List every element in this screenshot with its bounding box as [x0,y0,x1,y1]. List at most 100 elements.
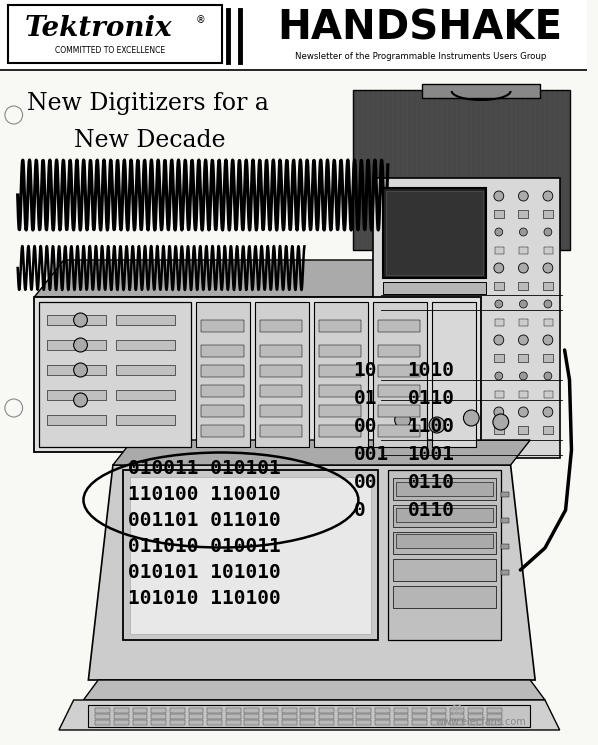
Polygon shape [89,465,535,680]
Text: 101010 110100: 101010 110100 [127,589,280,607]
Bar [319,720,334,725]
Circle shape [5,106,23,124]
Bar [468,708,483,713]
Bar [393,478,496,500]
Circle shape [494,263,504,273]
Text: 0: 0 [353,501,365,519]
Polygon shape [113,440,530,465]
Bar [245,720,259,725]
Bar [373,302,427,447]
Bar [260,385,303,397]
Bar [431,708,446,713]
Bar [393,559,496,581]
Bar [338,708,352,713]
Bar [494,426,504,434]
Bar [300,720,315,725]
Text: COMMITTED TO EXCELLENCE: COMMITTED TO EXCELLENCE [55,45,165,54]
Bar [116,315,175,325]
Bar [487,714,502,719]
Bar [450,708,465,713]
Bar [393,714,408,719]
Bar [543,354,553,362]
Bar [202,320,243,332]
Bar [116,390,175,400]
Circle shape [518,407,528,417]
Circle shape [518,335,528,345]
Bar [543,210,553,218]
Bar [188,708,203,713]
Bar [468,714,483,719]
Circle shape [493,414,509,430]
Circle shape [543,335,553,345]
Bar [518,426,528,434]
Bar [375,720,390,725]
Bar [47,365,106,375]
Bar [393,708,408,713]
Bar [386,191,483,275]
Bar [495,391,504,398]
Bar [282,708,297,713]
Circle shape [5,399,23,417]
Bar [501,492,509,497]
Bar [89,705,530,727]
Bar [202,405,243,417]
Bar [116,340,175,350]
Bar [202,385,243,397]
Bar [0,0,587,70]
Bar [432,302,476,447]
Bar [123,470,378,640]
Bar [431,714,446,719]
Bar [520,247,528,254]
Bar [114,714,129,719]
Bar [393,505,496,527]
Text: 010011 010101: 010011 010101 [127,458,280,478]
Bar [260,345,303,357]
Bar [375,708,390,713]
Bar [207,708,222,713]
Bar [47,415,106,425]
Bar [393,532,496,554]
Bar [495,319,504,326]
Bar [518,282,528,290]
Bar [95,714,110,719]
Bar [388,470,501,640]
Text: 001101 011010: 001101 011010 [127,510,280,530]
Text: ®: ® [196,15,205,25]
Bar [495,247,504,254]
Bar [133,720,147,725]
Bar [494,354,504,362]
Polygon shape [84,680,545,700]
Circle shape [543,191,553,201]
Bar [300,714,315,719]
Circle shape [544,300,552,308]
Bar [396,508,493,522]
Bar [373,178,560,458]
Bar [47,315,106,325]
Bar [450,720,465,725]
Circle shape [74,338,87,352]
Bar [378,385,420,397]
Bar [263,720,278,725]
Text: 0110: 0110 [407,472,454,492]
Bar [494,210,504,218]
Text: Tektronix: Tektronix [25,14,172,42]
Bar [170,720,185,725]
Bar [383,188,486,278]
Bar [245,714,259,719]
Bar [544,319,553,326]
Bar [260,405,303,417]
Bar [319,345,361,357]
Bar [116,415,175,425]
Bar [245,708,259,713]
Circle shape [74,393,87,407]
Bar [8,5,222,63]
Bar [282,714,297,719]
Circle shape [429,417,445,433]
Bar [520,391,528,398]
Text: ⊕: ⊕ [450,701,463,719]
Bar [518,210,528,218]
Text: 01: 01 [353,388,377,408]
Bar [114,720,129,725]
Bar [501,544,509,549]
Bar [263,708,278,713]
